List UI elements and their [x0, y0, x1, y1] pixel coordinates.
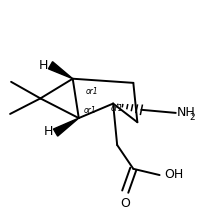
Text: or1: or1 [86, 87, 99, 96]
Polygon shape [54, 118, 79, 136]
Text: or1: or1 [84, 106, 97, 115]
Text: O: O [120, 197, 130, 210]
Polygon shape [48, 62, 73, 79]
Text: NH: NH [177, 106, 196, 119]
Text: H: H [39, 59, 48, 72]
Text: OH: OH [165, 167, 184, 180]
Text: 2: 2 [189, 113, 195, 121]
Text: or1: or1 [111, 104, 123, 113]
Text: H: H [44, 125, 54, 138]
